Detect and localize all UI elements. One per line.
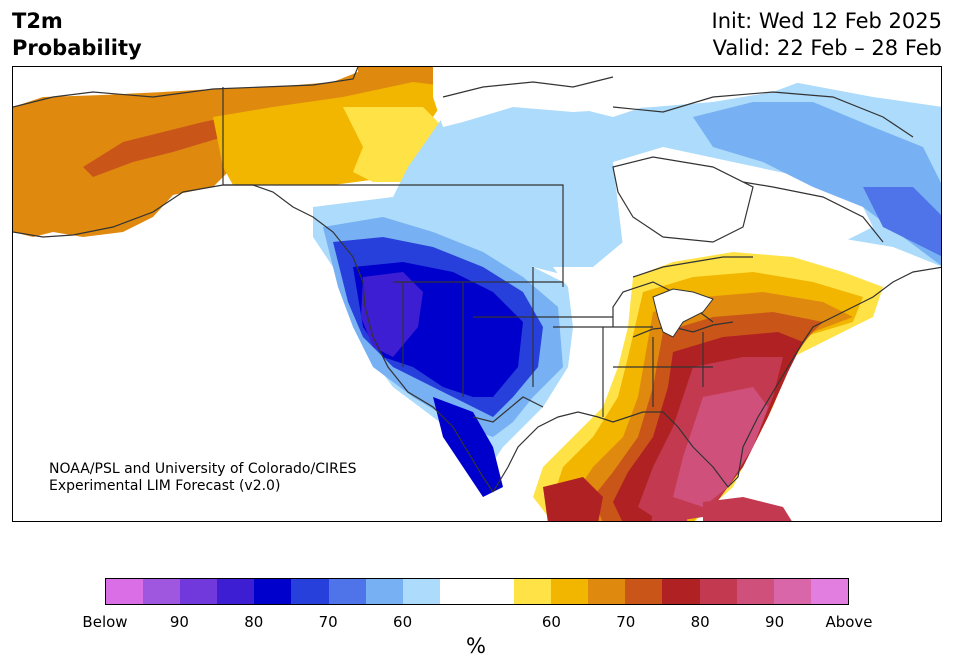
title-line-1: T2m: [12, 9, 63, 33]
map-title: T2m Probability: [12, 8, 142, 62]
credit-text: NOAA/PSL and University of Colorado/CIRE…: [49, 461, 357, 495]
colorbar-segment: [143, 579, 181, 604]
north-america-map: [13, 67, 941, 521]
colorbar-tick-label: 80: [244, 613, 264, 631]
colorbar-segment: [402, 579, 440, 604]
great-lakes: [652, 288, 714, 338]
colorbar-segment: [736, 579, 774, 604]
colorbar-segment: [514, 579, 552, 604]
forecast-dates: Init: Wed 12 Feb 2025 Valid: 22 Feb – 28…: [712, 8, 942, 62]
colorbar-segment: [476, 579, 515, 604]
colorbar-tick-label: Above: [825, 613, 873, 631]
colorbar-segment: [106, 579, 144, 604]
colorbar-segment: [625, 579, 663, 604]
colorbar-tick-label: 90: [765, 613, 785, 631]
cuba-pink: [703, 497, 792, 521]
colorbar-segment: [180, 579, 218, 604]
colorbar-tick-label: Below: [82, 613, 128, 631]
credit-line-1: NOAA/PSL and University of Colorado/CIRE…: [49, 461, 357, 477]
colorbar-segment: [365, 579, 403, 604]
init-date: Init: Wed 12 Feb 2025: [711, 9, 942, 33]
colorbar-tick-label: 70: [616, 613, 636, 631]
colorbar-segment: [810, 579, 848, 604]
colorbar-tick-label: 60: [393, 613, 413, 631]
southeast-pink-core: [673, 387, 768, 507]
gulf-red-patch: [543, 477, 603, 521]
probability-map: [12, 66, 942, 522]
colorbar-segment: [254, 579, 292, 604]
title-line-2: Probability: [12, 36, 142, 60]
colorbar-tick-label: 70: [318, 613, 338, 631]
valid-range: Valid: 22 Feb – 28 Feb: [712, 36, 942, 60]
colorbar-segment: [328, 579, 366, 604]
colorbar-segment: [588, 579, 626, 604]
colorbar-segment: [773, 579, 811, 604]
colorbar-tick-label: 60: [541, 613, 561, 631]
credit-line-2: Experimental LIM Forecast (v2.0): [49, 478, 281, 494]
colorbar-tick-label: 80: [690, 613, 710, 631]
colorbar-segment: [291, 579, 329, 604]
colorbar-segment: [662, 579, 700, 604]
colorbar-segment: [217, 579, 255, 604]
colorbar-segment: [439, 579, 477, 604]
colorbar-segment: [699, 579, 737, 604]
yucatan-pink: [651, 507, 688, 521]
colorbar-tick-label: 90: [169, 613, 189, 631]
colorbar: [105, 578, 849, 605]
labrador-blue-patch: [863, 187, 941, 256]
central-white-divide: [508, 267, 633, 487]
mexico-blue-tail: [433, 397, 503, 497]
hudson-bay: [612, 156, 754, 243]
northeast-blue-patch: [693, 102, 941, 266]
colorbar-segment: [551, 579, 589, 604]
west-violet-core: [361, 272, 423, 357]
colorbar-unit: %: [466, 634, 486, 658]
